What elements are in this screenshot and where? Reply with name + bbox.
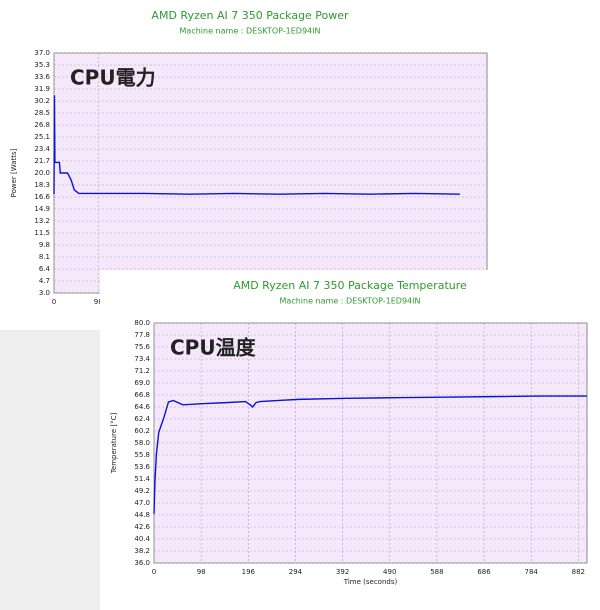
y-tick-label: 40.4 [134,535,150,543]
annotation: CPU電力 [70,66,156,90]
y-tick-label: 75.6 [134,343,150,351]
x-tick-label: 0 [152,568,156,576]
y-tick-label: 30.2 [34,97,50,105]
x-tick-label: 294 [289,568,303,576]
y-tick-label: 60.2 [134,427,150,435]
x-tick-label: 0 [52,298,56,306]
y-axis-label: Temperature [°C] [110,413,118,475]
y-tick-label: 73.4 [134,355,150,363]
y-tick-label: 13.2 [34,217,50,225]
x-tick-label: 784 [525,568,539,576]
y-tick-label: 66.8 [134,391,150,399]
y-tick-label: 18.3 [34,181,50,189]
y-tick-label: 62.4 [134,415,150,423]
gray-bg [0,330,100,610]
chart: AMD Ryzen AI 7 350 Package Power Machine … [0,0,500,330]
x-tick-label: 882 [572,568,585,576]
x-tick-label: 98 [197,568,206,576]
y-tick-label: 69.0 [134,379,150,387]
y-tick-label: 25.1 [34,133,50,141]
x-tick-label: 686 [477,568,491,576]
y-tick-label: 14.9 [34,205,50,213]
y-tick-label: 77.8 [134,331,150,339]
y-tick-label: 42.6 [134,523,150,531]
x-tick-label: 98 [94,298,103,306]
y-tick-label: 33.6 [34,73,50,81]
data-line [53,95,460,195]
y-tick-label: 20.0 [34,169,50,177]
y-tick-label: 44.8 [134,511,150,519]
chart-subtitle: Machine name : DESKTOP-1ED94IN [280,297,421,306]
y-tick-label: 36.0 [134,559,150,567]
x-tick-label: 588 [430,568,443,576]
chart-title: AMD Ryzen AI 7 350 Package Temperature [233,279,467,292]
x-axis-label: Time (seconds) [343,578,398,586]
annotation: CPU温度 [170,336,257,360]
y-tick-label: 71.2 [134,367,150,375]
y-tick-label: 51.4 [134,475,150,483]
y-tick-label: 9.8 [39,241,50,249]
y-tick-label: 35.3 [34,61,50,69]
y-tick-label: 47.0 [134,499,150,507]
y-tick-label: 26.8 [34,121,50,129]
y-tick-label: 23.4 [34,145,50,153]
y-tick-label: 4.7 [39,277,50,285]
chart-title: AMD Ryzen AI 7 350 Package Power [151,9,349,22]
y-tick-label: 28.5 [34,109,50,117]
chart-subtitle: Machine name : DESKTOP-1ED94IN [180,27,321,36]
y-tick-label: 31.9 [34,85,50,93]
chart: AMD Ryzen AI 7 350 Package Temperature Ma… [100,270,600,605]
y-tick-label: 21.7 [34,157,50,165]
x-tick-label: 490 [383,568,396,576]
y-tick-label: 37.0 [34,49,50,57]
y-tick-label: 58.0 [134,439,150,447]
y-tick-label: 55.8 [134,451,150,459]
y-tick-label: 8.1 [39,253,50,261]
y-tick-label: 80.0 [134,319,150,327]
y-tick-label: 11.5 [34,229,50,237]
y-tick-label: 3.0 [39,289,50,297]
y-tick-label: 6.4 [39,265,51,273]
y-tick-label: 38.2 [134,547,150,555]
y-tick-label: 64.6 [134,403,150,411]
y-tick-label: 53.6 [134,463,150,471]
y-tick-label: 16.6 [34,193,50,201]
y-tick-label: 49.2 [134,487,150,495]
data-line [153,395,587,514]
x-tick-label: 392 [336,568,349,576]
y-axis-label: Power [Watts] [10,148,18,197]
x-tick-label: 196 [242,568,256,576]
